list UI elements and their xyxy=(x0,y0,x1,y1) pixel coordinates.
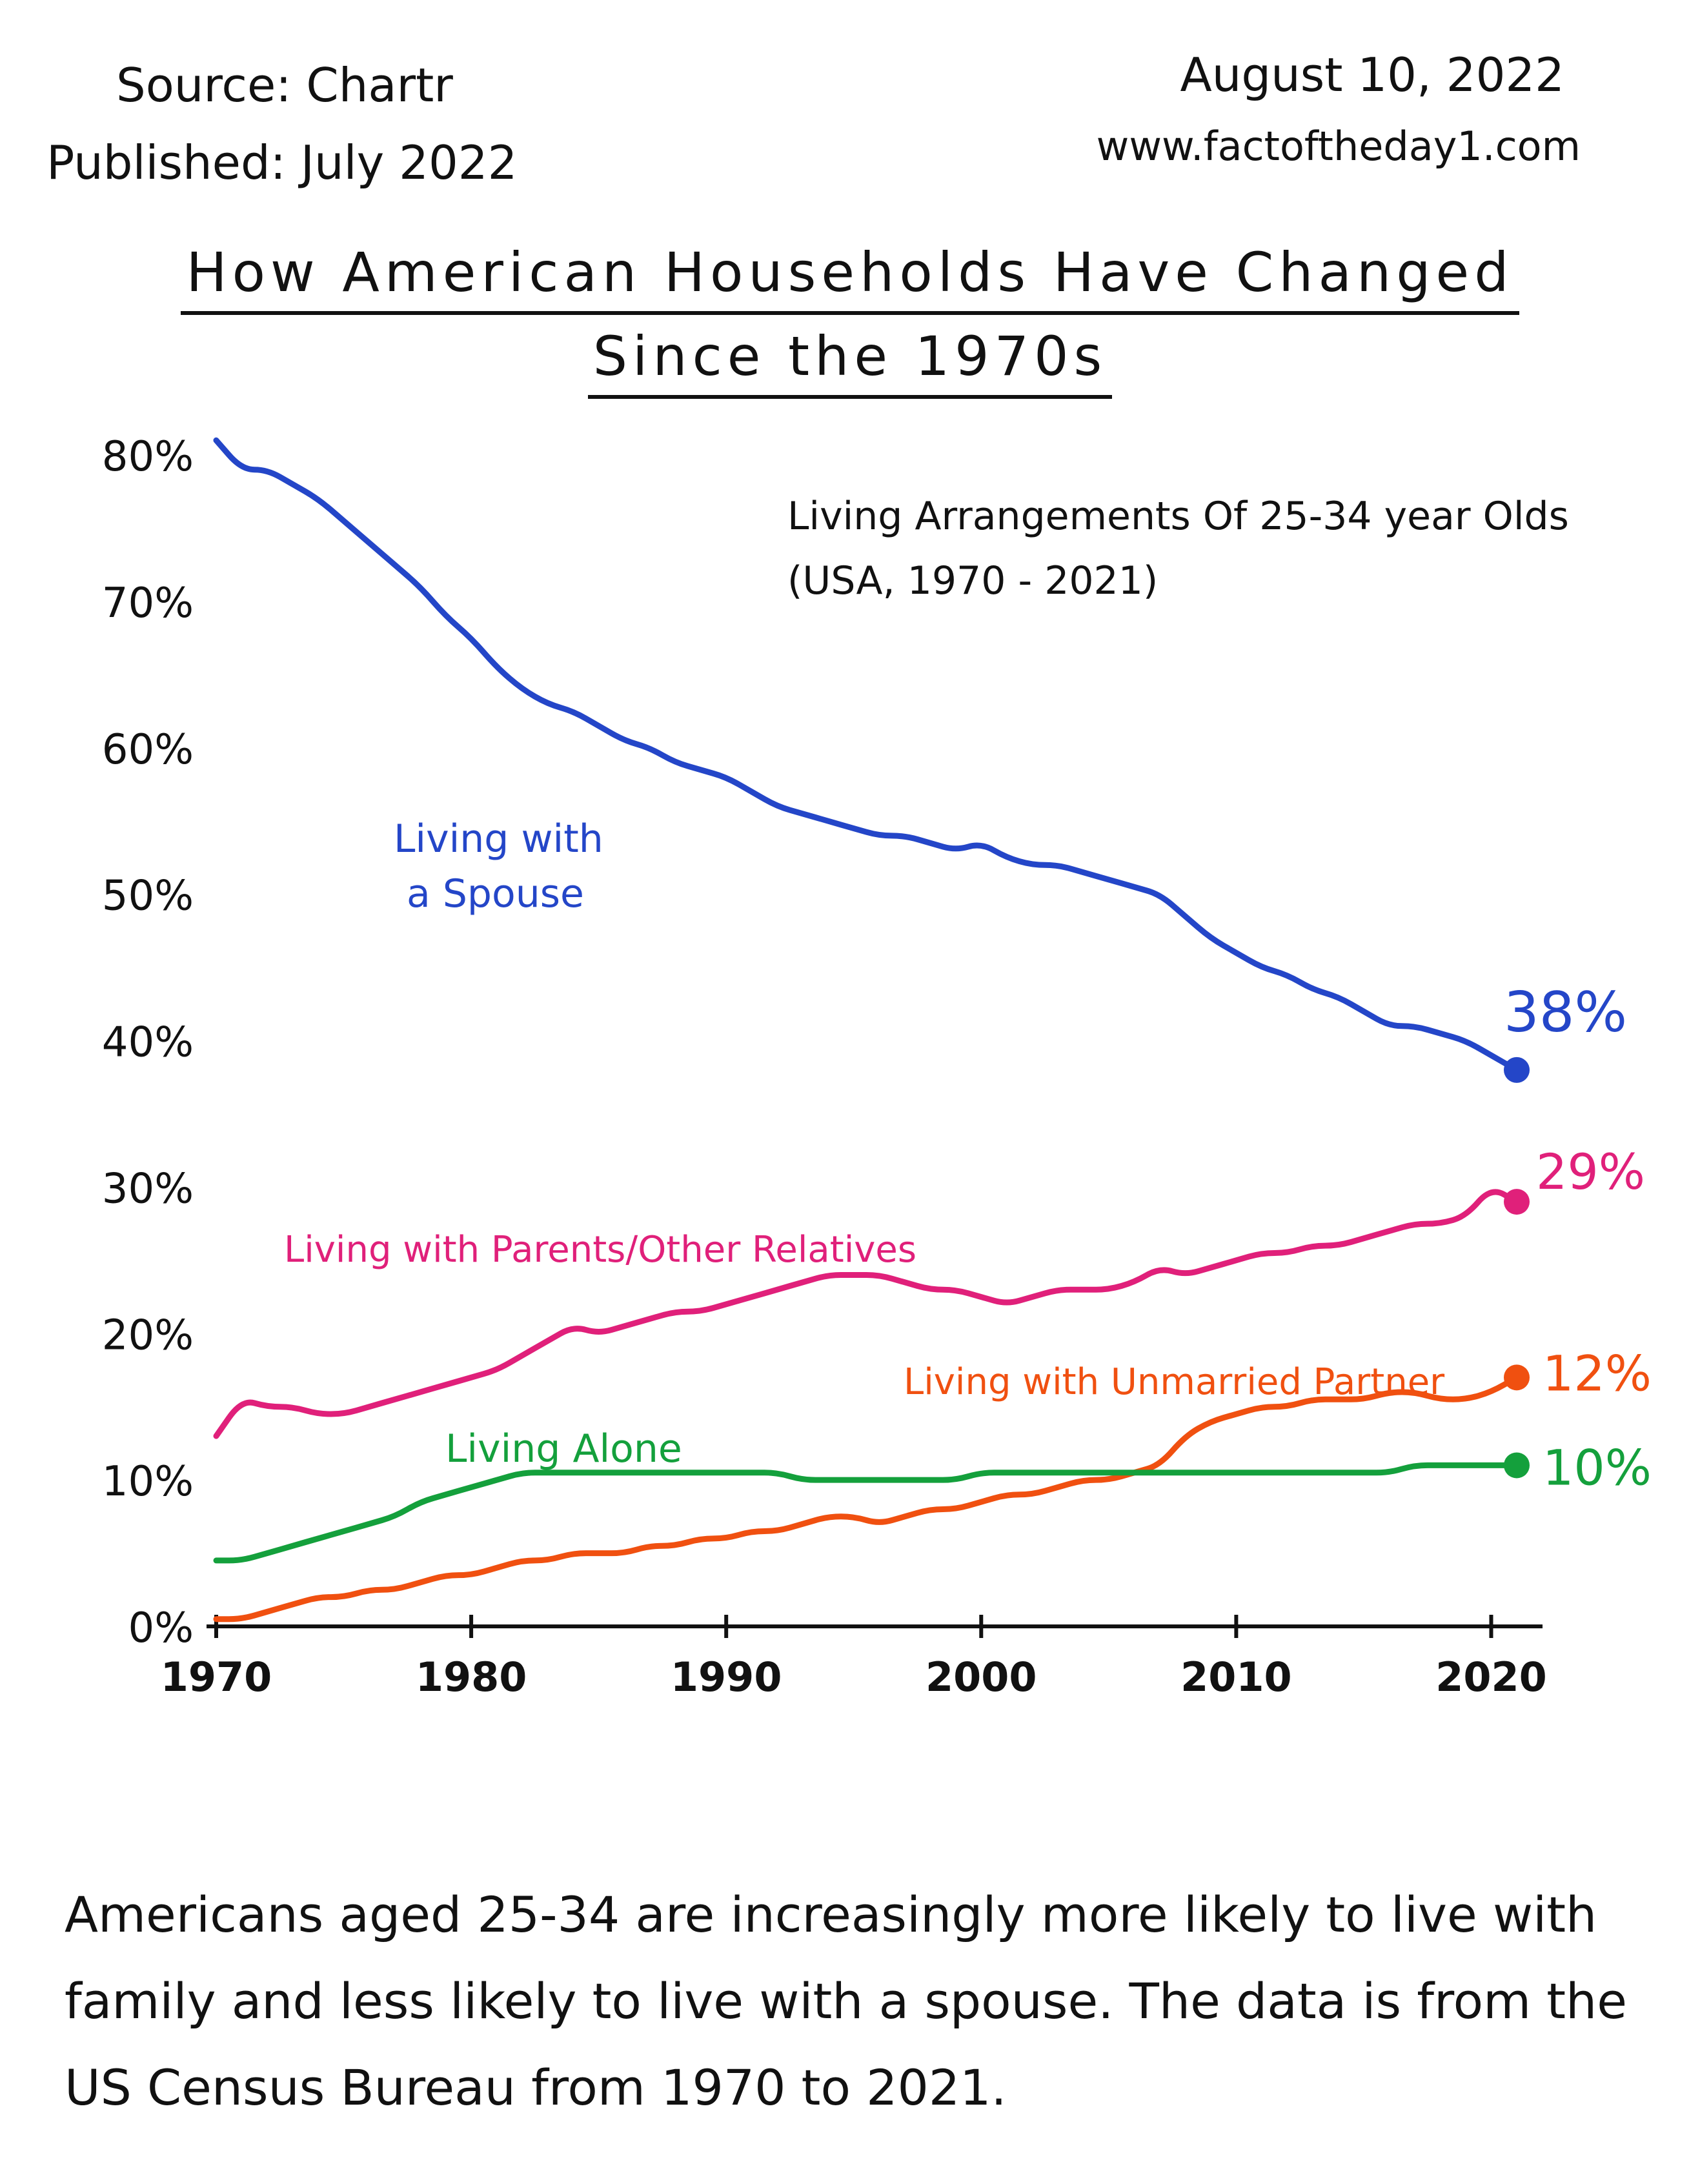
y-tick-label-40: 40% xyxy=(102,1019,194,1067)
series-end-point-alone xyxy=(1504,1452,1530,1479)
y-axis-ticks: 0% 10% 20% 30% 40% 50% 60% 70% 80% xyxy=(102,433,194,1652)
x-axis-ticks: 1970 1980 1990 2000 2010 2020 xyxy=(161,1615,1547,1701)
page-title-line-2-text: Since the 1970s xyxy=(587,329,1113,399)
x-tick-label-1980: 1980 xyxy=(416,1653,527,1701)
series-label-spouse-line-2: a Spouse xyxy=(407,871,584,916)
y-tick-label-80: 80% xyxy=(102,433,194,481)
series-label-alone: Living Alone xyxy=(445,1426,682,1471)
chart-subtitle: (USA, 1970 - 2021) xyxy=(787,558,1158,603)
x-tick-label-2000: 2000 xyxy=(926,1653,1037,1701)
page-title-line-1: How American Households Have Changed xyxy=(0,245,1700,315)
y-tick-label-0: 0% xyxy=(128,1604,194,1652)
series-line-alone xyxy=(213,1462,1520,1564)
page-title-line-2: Since the 1970s xyxy=(0,329,1700,399)
source-text: Source: Chartr xyxy=(116,58,453,112)
series-end-label-alone: 10% xyxy=(1543,1439,1652,1496)
series-end-label-partner: 12% xyxy=(1543,1344,1652,1402)
series-label-partner: Living with Unmarried Partner xyxy=(904,1361,1445,1403)
y-tick-label-50: 50% xyxy=(102,873,194,920)
series-line-spouse xyxy=(213,437,1520,1073)
series-end-point-partner xyxy=(1504,1364,1530,1391)
date-text: August 10, 2022 xyxy=(1180,48,1564,102)
series-line-partner xyxy=(213,1374,1520,1623)
x-tick-label-1990: 1990 xyxy=(671,1653,782,1701)
x-tick-label-2020: 2020 xyxy=(1435,1653,1547,1701)
y-tick-label-70: 70% xyxy=(102,580,194,627)
series-label-parents: Living with Parents/Other Relatives xyxy=(284,1229,916,1271)
series-layer: 38% 29% 12% 10% xyxy=(213,437,1652,1623)
y-tick-label-30: 30% xyxy=(102,1165,194,1213)
y-tick-label-60: 60% xyxy=(102,726,194,774)
series-label-spouse-line-1: Living with xyxy=(394,816,603,862)
x-tick-label-1970: 1970 xyxy=(161,1653,272,1701)
series-line-parents xyxy=(213,1189,1520,1439)
published-text: Published: July 2022 xyxy=(46,136,518,190)
series-end-point-spouse xyxy=(1504,1057,1530,1083)
caption-text: Americans aged 25-34 are increasingly mo… xyxy=(65,1886,1627,2116)
y-tick-label-20: 20% xyxy=(102,1311,194,1359)
chart-title: Living Arrangements Of 25-34 year Olds xyxy=(787,494,1569,539)
website-text: www.factoftheday1.com xyxy=(1096,123,1581,170)
x-tick-label-2010: 2010 xyxy=(1180,1653,1292,1701)
y-tick-label-10: 10% xyxy=(102,1458,194,1506)
page-title-line-1-text: How American Households Have Changed xyxy=(181,245,1519,315)
series-end-point-parents xyxy=(1504,1189,1530,1215)
series-end-label-spouse: 38% xyxy=(1504,980,1627,1045)
line-chart: Living Arrangements Of 25-34 year Olds (… xyxy=(102,433,1652,1701)
series-end-label-parents: 29% xyxy=(1536,1143,1645,1200)
